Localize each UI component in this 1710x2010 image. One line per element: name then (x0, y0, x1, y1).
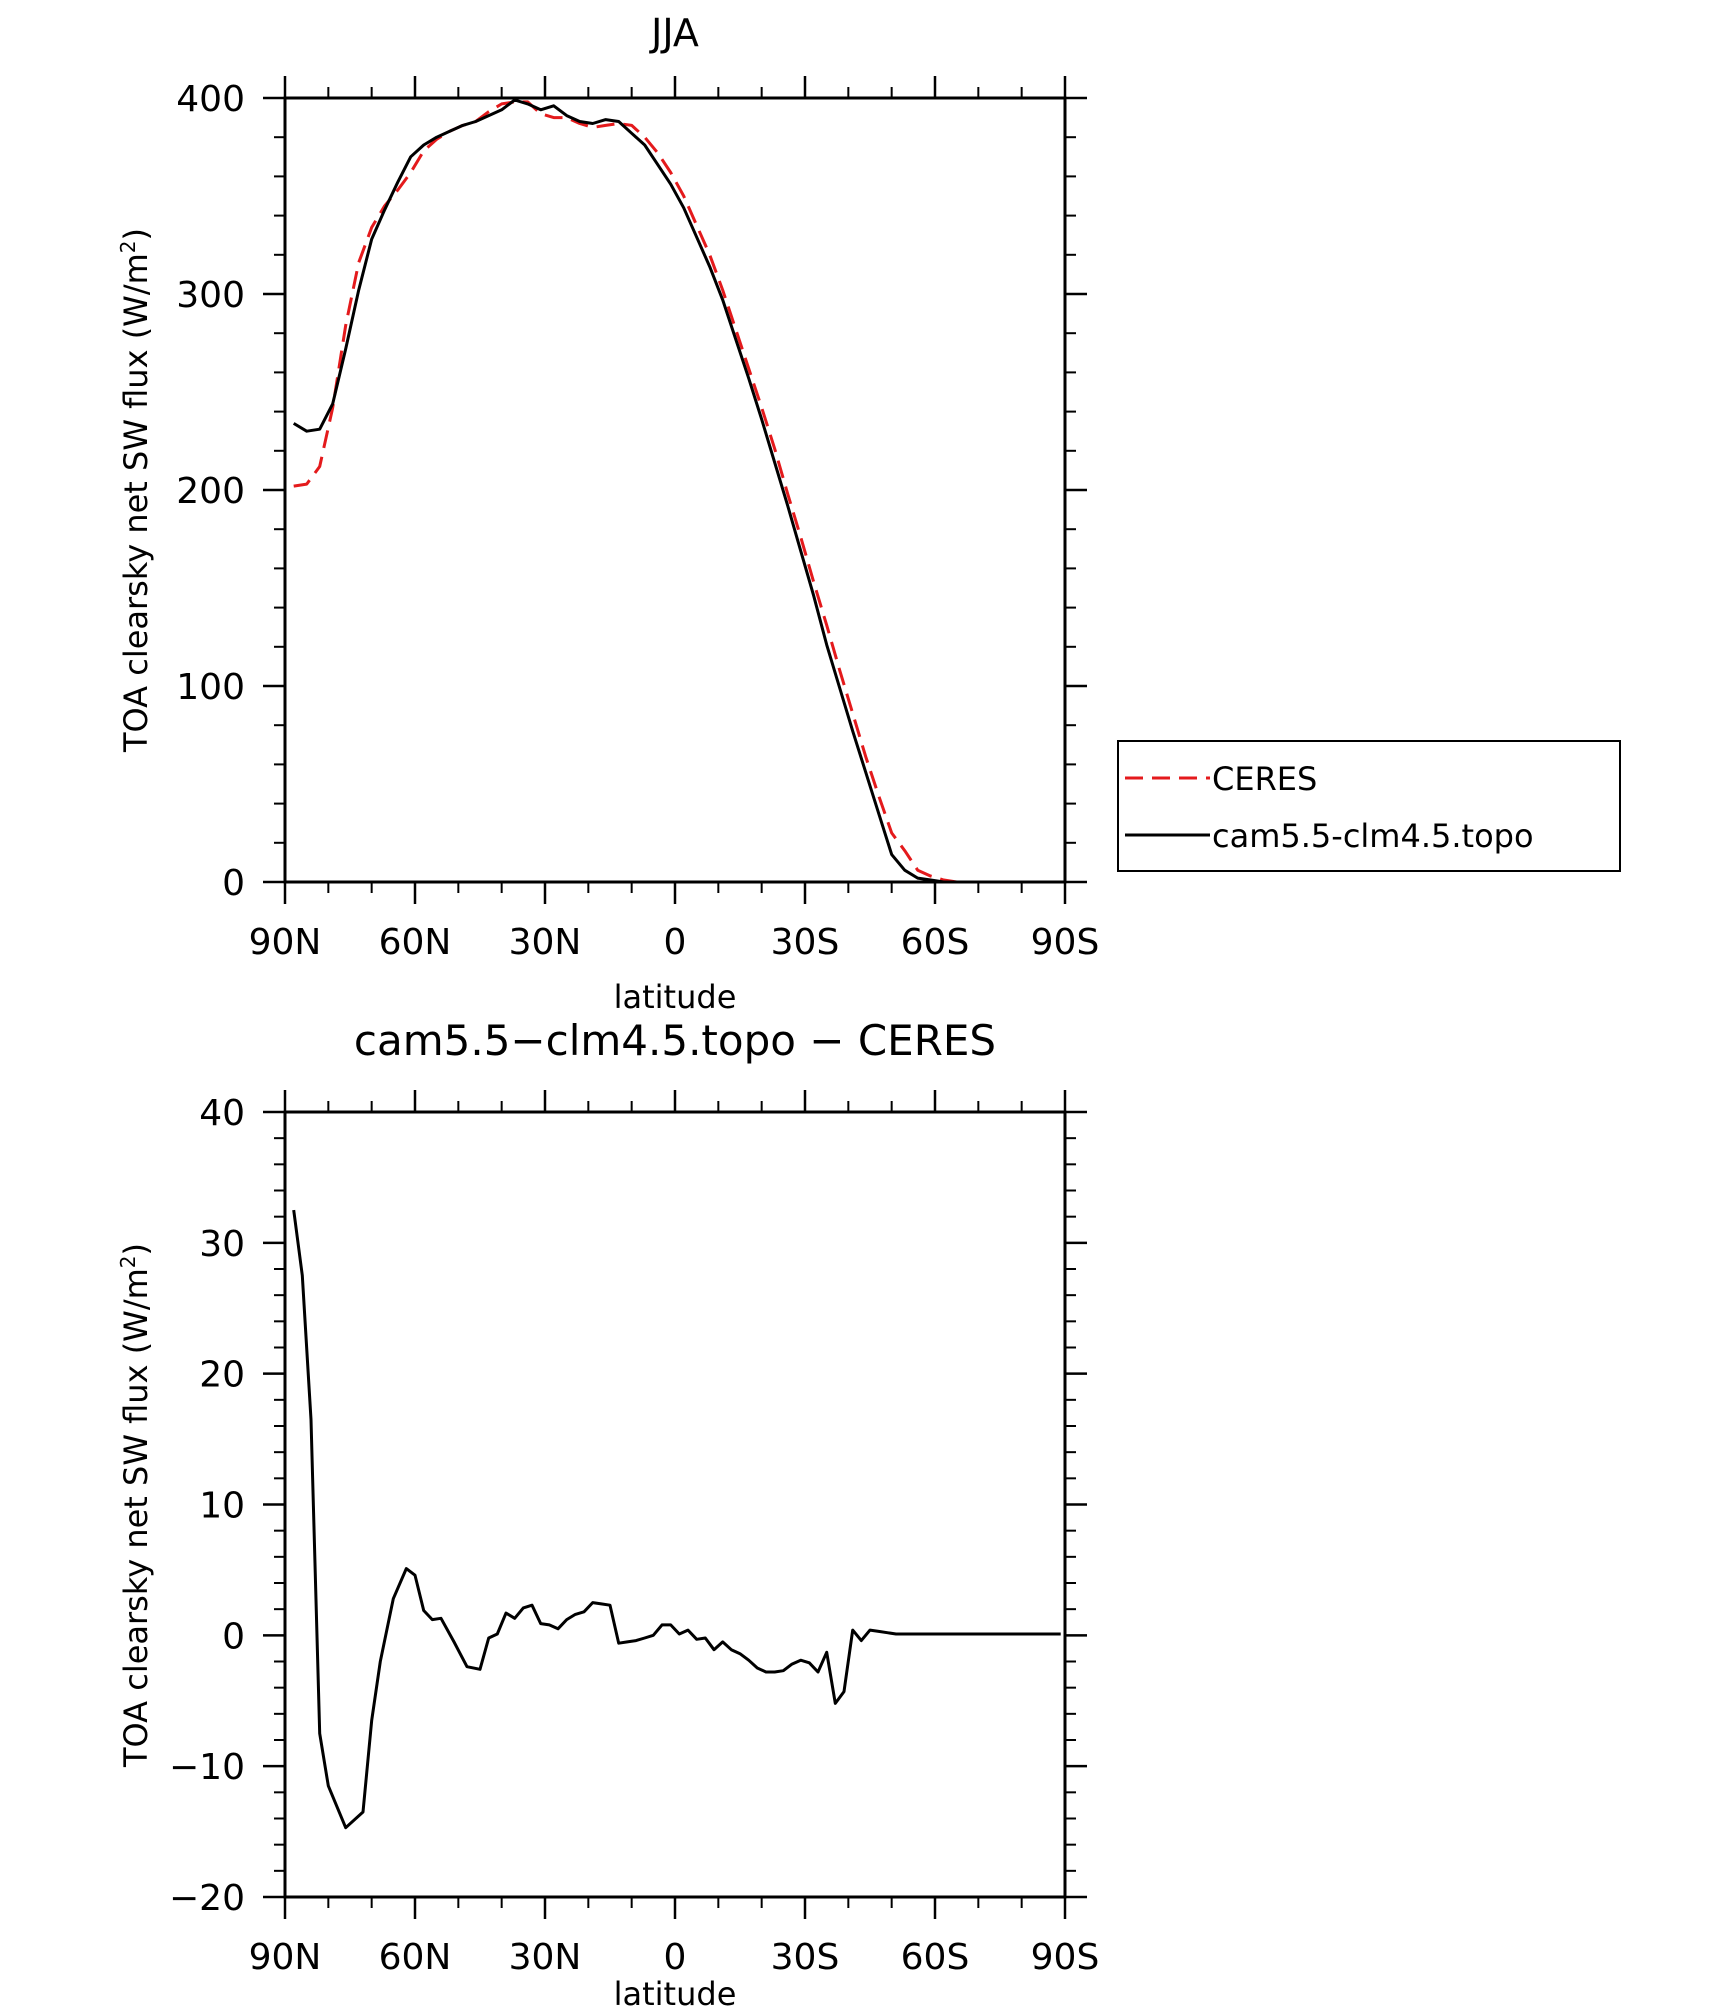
y-tick-label: −20 (169, 1878, 245, 1919)
y-tick-label: 30 (199, 1224, 245, 1265)
legend: CERES cam5.5-clm4.5.topo (1117, 740, 1621, 872)
y-axis-label-main: TOA clearsky net SW flux (W/m (117, 253, 155, 753)
series-line-difference (292, 1209, 1061, 1830)
y-tick-label: 10 (199, 1486, 245, 1527)
y-tick-label: 0 (222, 863, 245, 904)
x-tick-labels: 90N 60N 30N 0 30S 60S 90S (249, 922, 1100, 963)
x-tick-label: 90N (249, 922, 322, 963)
plot-lines (292, 1209, 1061, 1830)
x-tick-label: 0 (664, 1937, 687, 1978)
chart-panel-jja: JJA 90N 60N 30N 0 30S 60S 90S 0 100 200 300 400 la… (116, 11, 1621, 1016)
x-tick-label: 90S (1031, 1937, 1100, 1978)
y-axis-label-close: ) (117, 228, 155, 240)
legend-label-ceres: CERES (1212, 760, 1317, 798)
x-tick-label: 60S (901, 922, 970, 963)
x-axis-label: latitude (614, 978, 737, 1016)
y-tick-labels: 0 100 200 300 400 (176, 79, 245, 904)
y-tick-label: 40 (199, 1093, 245, 1134)
x-tick-label: 90S (1031, 922, 1100, 963)
x-tick-label: 30N (509, 1937, 582, 1978)
chart-title: JJA (649, 11, 699, 55)
x-tick-label: 90N (249, 1937, 322, 1978)
y-tick-label: −10 (169, 1747, 245, 1788)
y-tick-label: 20 (199, 1355, 245, 1396)
chart-panel-difference: cam5.5−clm4.5.topo − CERES 90N 60N 30N 0 30S… (116, 1016, 1099, 2010)
chart-title: cam5.5−clm4.5.topo − CERES (354, 1016, 996, 1065)
x-tick-label: 60N (379, 922, 452, 963)
axis-ticks (263, 76, 1087, 904)
x-axis-label: latitude (614, 1975, 737, 2010)
y-axis-label-superscript: 2 (116, 1255, 140, 1268)
legend-box (1117, 740, 1621, 872)
x-tick-label: 30N (509, 922, 582, 963)
y-axis-label: TOA clearsky net SW flux (W/m2) (116, 1243, 155, 1768)
plot-frame (283, 96, 1067, 884)
x-tick-label: 30S (771, 922, 840, 963)
x-tick-label: 30S (771, 1937, 840, 1978)
y-tick-labels: −20 −10 0 10 20 30 40 (169, 1093, 245, 1919)
y-tick-label: 400 (176, 79, 245, 120)
legend-label-model: cam5.5-clm4.5.topo (1212, 817, 1534, 855)
y-axis-label-main: TOA clearsky net SW flux (W/m (117, 1268, 155, 1768)
x-tick-label: 0 (664, 922, 687, 963)
plot-frame (283, 1110, 1067, 1899)
x-tick-labels: 90N 60N 30N 0 30S 60S 90S (249, 1937, 1100, 1978)
y-tick-label: 200 (176, 471, 245, 512)
y-tick-label: 100 (176, 667, 245, 708)
series-line-cam5-5-clm4-5-topo (292, 98, 1061, 884)
axis-ticks (263, 1090, 1087, 1919)
y-axis-label: TOA clearsky net SW flux (W/m2) (116, 228, 155, 753)
plot-lines (292, 98, 1061, 884)
y-axis-label-close: ) (117, 1243, 155, 1255)
y-tick-label: 0 (222, 1616, 245, 1657)
series-line-ceres (293, 100, 1061, 884)
y-tick-label: 300 (176, 275, 245, 316)
y-axis-label-superscript: 2 (116, 240, 140, 253)
x-tick-label: 60S (901, 1937, 970, 1978)
x-tick-label: 60N (379, 1937, 452, 1978)
